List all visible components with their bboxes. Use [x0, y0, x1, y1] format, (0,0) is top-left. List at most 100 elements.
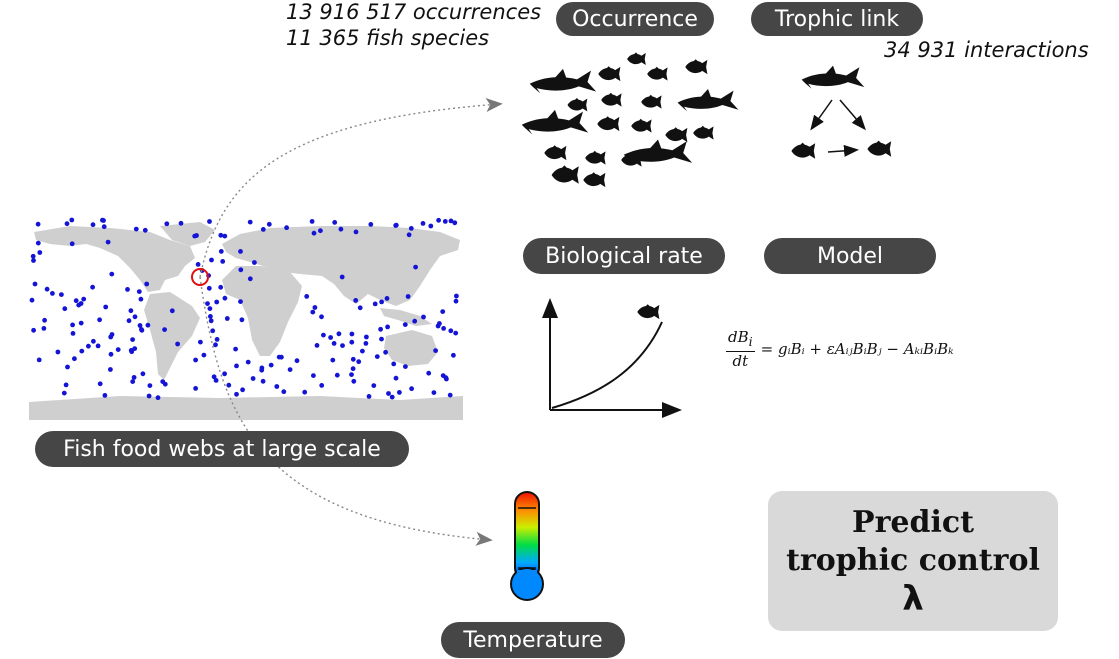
occurrence-point: [31, 327, 36, 333]
occurrence-point: [397, 390, 402, 395]
occurrence-point: [32, 281, 38, 287]
occurrence-point: [131, 375, 137, 380]
occurrence-point: [340, 343, 345, 348]
occurrence-point: [363, 341, 369, 346]
occurrence-point: [208, 314, 213, 319]
occurrence-point: [35, 221, 41, 227]
occurrences-count: 13 916 517 occurrences: [286, 0, 542, 24]
occurrence-point: [452, 220, 458, 226]
fish-silhouette: [647, 66, 668, 81]
occurrence-point: [234, 363, 239, 369]
occurrence-point: [451, 352, 456, 358]
occurrence-point: [311, 230, 317, 236]
occurrence-point: [224, 316, 230, 321]
occurrence-point: [238, 249, 243, 254]
occurrence-point: [233, 346, 239, 352]
link-arrow: [839, 99, 866, 131]
lambda-symbol: λ: [902, 579, 924, 619]
occurrence-point: [140, 371, 146, 377]
occurrence-point: [133, 226, 139, 232]
occurrence-point: [137, 323, 143, 328]
occurrence-point: [175, 341, 181, 347]
occurrence-point: [284, 225, 289, 231]
occurrence-point: [144, 281, 150, 287]
occurrence-point: [61, 390, 67, 396]
occurrence-point: [226, 382, 232, 388]
occurrence-point: [222, 371, 228, 377]
biological-rate-label: Biological rate: [523, 238, 725, 274]
occurrence-point: [252, 260, 257, 265]
occurrence-point: [29, 297, 35, 303]
occurrence-point: [378, 326, 383, 332]
occurrence-point: [349, 372, 354, 377]
predict-line2: trophic control: [786, 543, 1040, 578]
occurrence-point: [207, 219, 212, 224]
occurrence-point: [91, 338, 96, 344]
occurrence-point: [309, 219, 315, 224]
occurrence-point: [101, 218, 106, 223]
occurrence-point: [440, 309, 446, 314]
land-indonesia: [380, 308, 432, 326]
land-antarctica: [29, 396, 463, 420]
occurrence-point: [426, 370, 432, 376]
occurrence-point: [97, 381, 103, 387]
occurrence-point: [70, 331, 76, 336]
occurrence-point: [364, 334, 369, 340]
occurrence-point: [238, 267, 244, 273]
eq-rhs: = gᵢBᵢ + εAᵢⱼBᵢBⱼ − AₖᵢBᵢBₖ: [760, 340, 954, 358]
occurrence-point: [351, 378, 357, 384]
eq-denominator: dt: [732, 352, 749, 370]
fish-silhouette: [693, 125, 714, 140]
occurrence-point: [44, 286, 50, 292]
occurrence-point: [193, 357, 199, 363]
occurrence-point: [55, 349, 61, 355]
occurrence-point: [205, 301, 210, 306]
occurrence-point: [42, 317, 47, 323]
occurrence-point: [222, 233, 228, 239]
occurrence-point: [240, 387, 246, 393]
occurrence-point: [247, 219, 253, 225]
occurrence-point: [454, 293, 459, 299]
occurrence-point: [195, 262, 201, 267]
shark-silhouette: [529, 68, 597, 94]
occurrence-point: [206, 285, 212, 291]
occurrence-point: [421, 314, 426, 320]
land-greenland: [160, 222, 215, 246]
occurrence-point: [357, 305, 363, 311]
species-count: 11 365 fish species: [286, 26, 490, 50]
arrow-to-occurrence: [199, 98, 503, 278]
occurrence-point: [260, 378, 266, 384]
land-australia: [384, 330, 438, 366]
occurrence-point: [208, 318, 214, 324]
occurrence-point: [115, 347, 121, 352]
occurrence-fish-cluster: [521, 52, 739, 188]
world-map: [29, 217, 463, 420]
occurrence-point: [350, 356, 356, 362]
occurrence-point: [374, 354, 380, 359]
occurrence-label: Occurrence: [556, 2, 714, 36]
occurrence-point: [349, 331, 355, 337]
occurrence-point: [310, 309, 316, 315]
occurrence-point: [389, 394, 395, 400]
occurrence-point: [448, 328, 454, 334]
fish-silhouette: [598, 66, 621, 82]
occurrence-point: [109, 271, 115, 277]
occurrence-point: [379, 299, 384, 305]
occurrence-point: [164, 221, 170, 227]
fish-silhouette: [641, 94, 662, 109]
interactions-count: 34 931 interactions: [884, 38, 1089, 62]
occurrence-point: [102, 393, 108, 398]
occurrence-point: [109, 332, 115, 337]
occurrence-point: [448, 218, 454, 224]
occurrence-point: [207, 306, 213, 311]
occurrence-point: [319, 383, 325, 388]
occurrence-point: [360, 348, 365, 354]
occurrence-point: [447, 392, 453, 398]
occurrence-point: [436, 217, 441, 223]
occurrence-point: [101, 224, 107, 230]
occurrence-point: [403, 364, 408, 369]
occurrence-point: [145, 322, 151, 328]
occurrence-point: [332, 220, 338, 225]
occurrence-point: [214, 337, 220, 342]
occurrence-point: [336, 331, 342, 337]
